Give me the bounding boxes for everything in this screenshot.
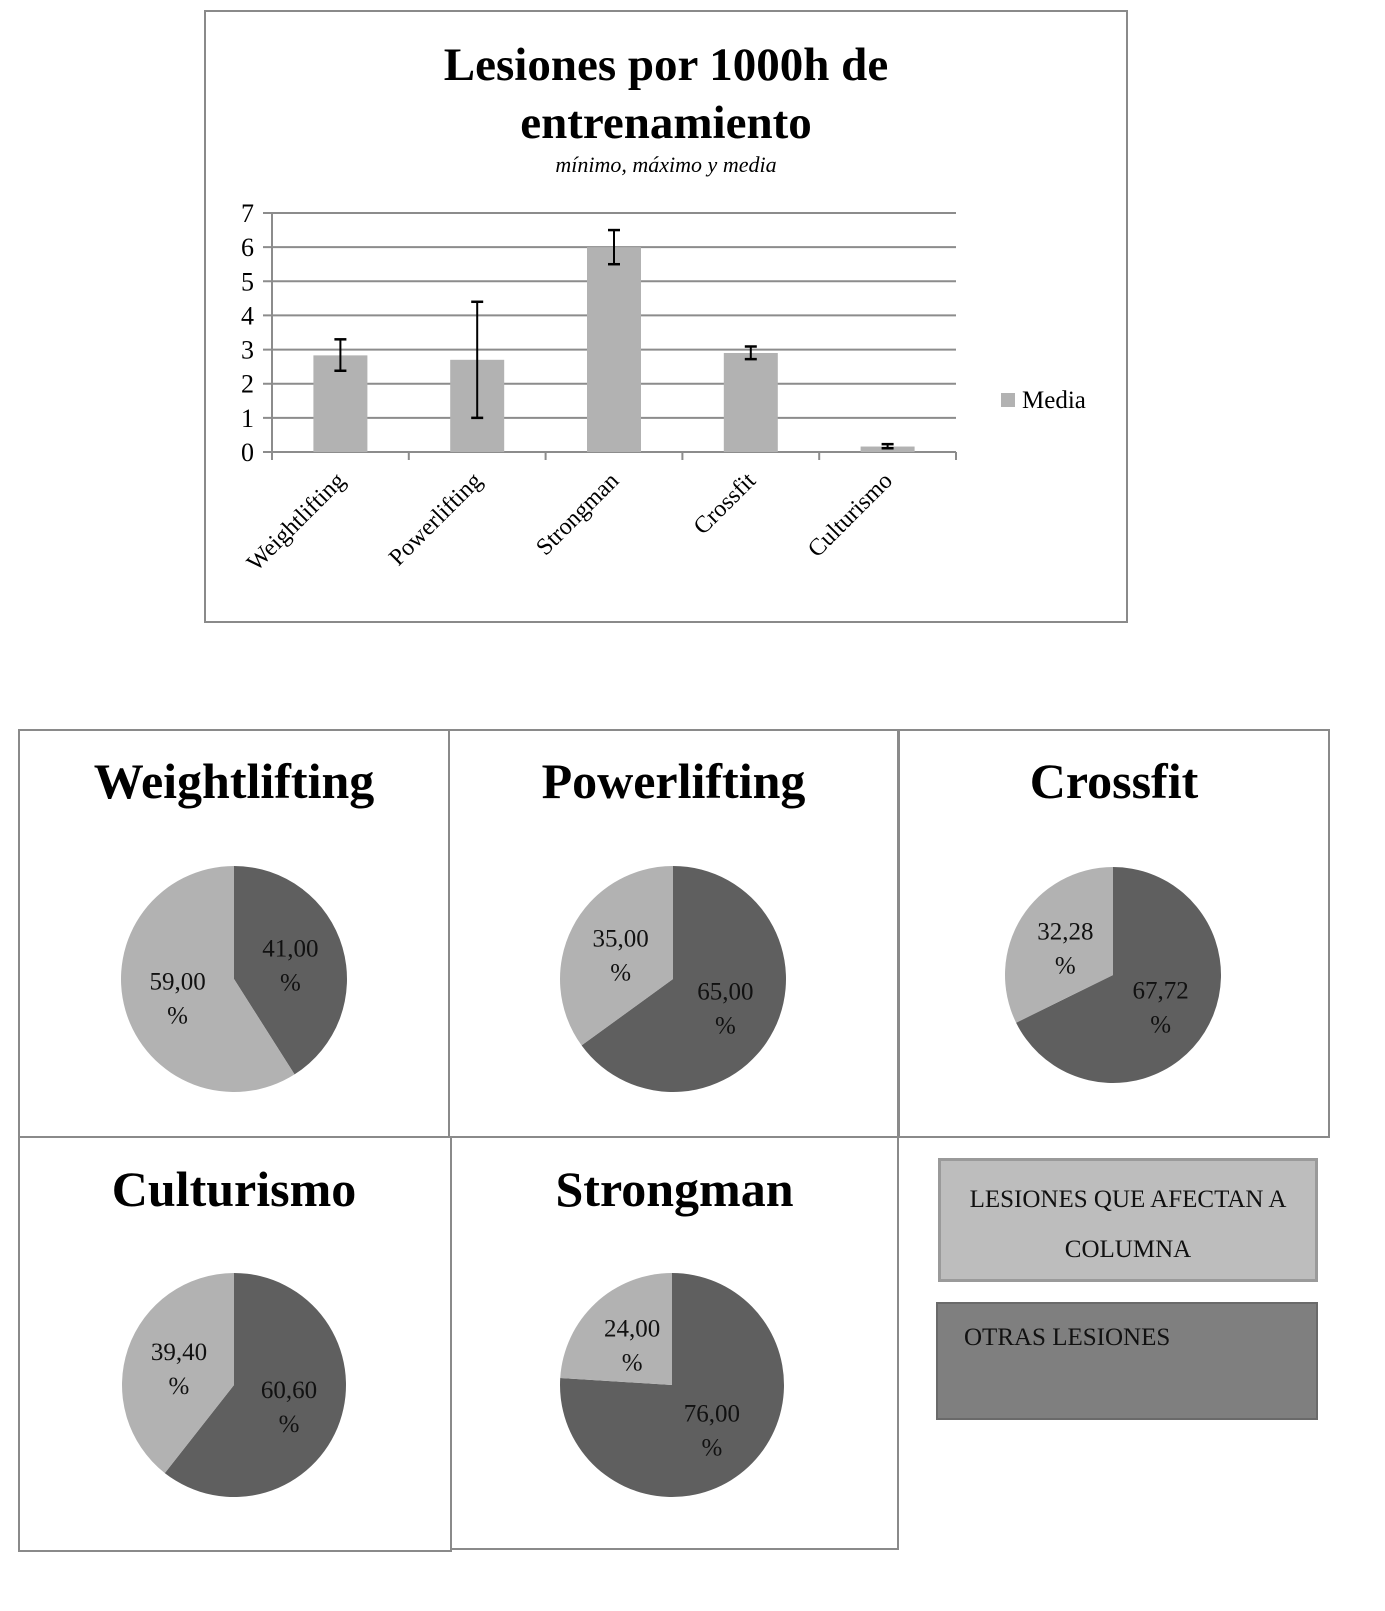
pie-slice	[121, 1273, 234, 1474]
pie-data-label: 32,28	[1037, 918, 1093, 945]
pie-slice	[581, 866, 787, 1092]
pie-data-label: 65,00	[697, 979, 753, 1006]
pie-data-label-unit: %	[610, 959, 631, 986]
pie-title: Powerlifting	[541, 753, 806, 809]
legend-otras: OTRAS LESIONES	[936, 1302, 1318, 1420]
pie-data-label: 39,40	[151, 1339, 207, 1366]
pie-data-label-unit: %	[1150, 1012, 1171, 1039]
pie-data-label-unit: %	[701, 1434, 722, 1461]
pie-data-label: 24,00	[604, 1316, 660, 1343]
pie-slice	[234, 866, 348, 1075]
pie-slice	[1005, 867, 1113, 1023]
legend-columna: LESIONES QUE AFECTAN A COLUMNA	[938, 1158, 1318, 1282]
bar	[723, 352, 778, 452]
pie-data-label: 59,00	[149, 968, 205, 995]
pie-slice	[1016, 867, 1221, 1083]
bar-chart-title: Lesiones por 1000h de entrenamiento	[443, 39, 889, 149]
pie-data-label-unit: %	[167, 1002, 188, 1029]
bar-chart-subtitle: mínimo, máximo y media	[555, 152, 777, 177]
pie-data-label-unit: %	[715, 1013, 736, 1040]
pie-title: Strongman	[555, 1161, 794, 1217]
y-tick-label: 0	[241, 438, 254, 467]
pie-data-label-unit: %	[169, 1373, 190, 1400]
legend-label: Media	[1022, 387, 1086, 414]
pie-data-label-unit: %	[279, 1411, 300, 1438]
bar-chart-panel: Lesiones por 1000h de entrenamiento míni…	[204, 10, 1128, 623]
y-tick-label: 6	[241, 233, 254, 262]
pie-data-label-unit: %	[1055, 952, 1076, 979]
y-tick-label: 4	[241, 301, 254, 330]
pie-data-label-unit: %	[622, 1350, 643, 1377]
bar	[587, 247, 641, 452]
pie-data-label: 35,00	[593, 925, 649, 952]
pie-data-label: 41,00	[262, 936, 318, 963]
pie-title: Weightlifting	[93, 753, 375, 809]
y-tick-label: 2	[241, 370, 254, 399]
pie-data-label: 76,00	[684, 1400, 740, 1427]
pie-slice	[560, 1273, 672, 1385]
pie-data-label: 67,72	[1133, 978, 1189, 1005]
pie-slice	[560, 866, 673, 1046]
y-tick-label: 1	[241, 404, 254, 433]
pie-data-label: 60,60	[261, 1377, 317, 1404]
pie-data-label-unit: %	[280, 970, 301, 997]
legend-swatch	[1001, 393, 1015, 407]
y-tick-label: 5	[241, 267, 254, 296]
pie-title: Crossfit	[1029, 753, 1199, 809]
y-tick-label: 3	[241, 336, 254, 365]
pie-slice	[121, 866, 295, 1092]
pie-title: Culturismo	[111, 1161, 357, 1217]
pie-slice	[164, 1273, 346, 1497]
y-tick-label: 7	[241, 199, 254, 228]
